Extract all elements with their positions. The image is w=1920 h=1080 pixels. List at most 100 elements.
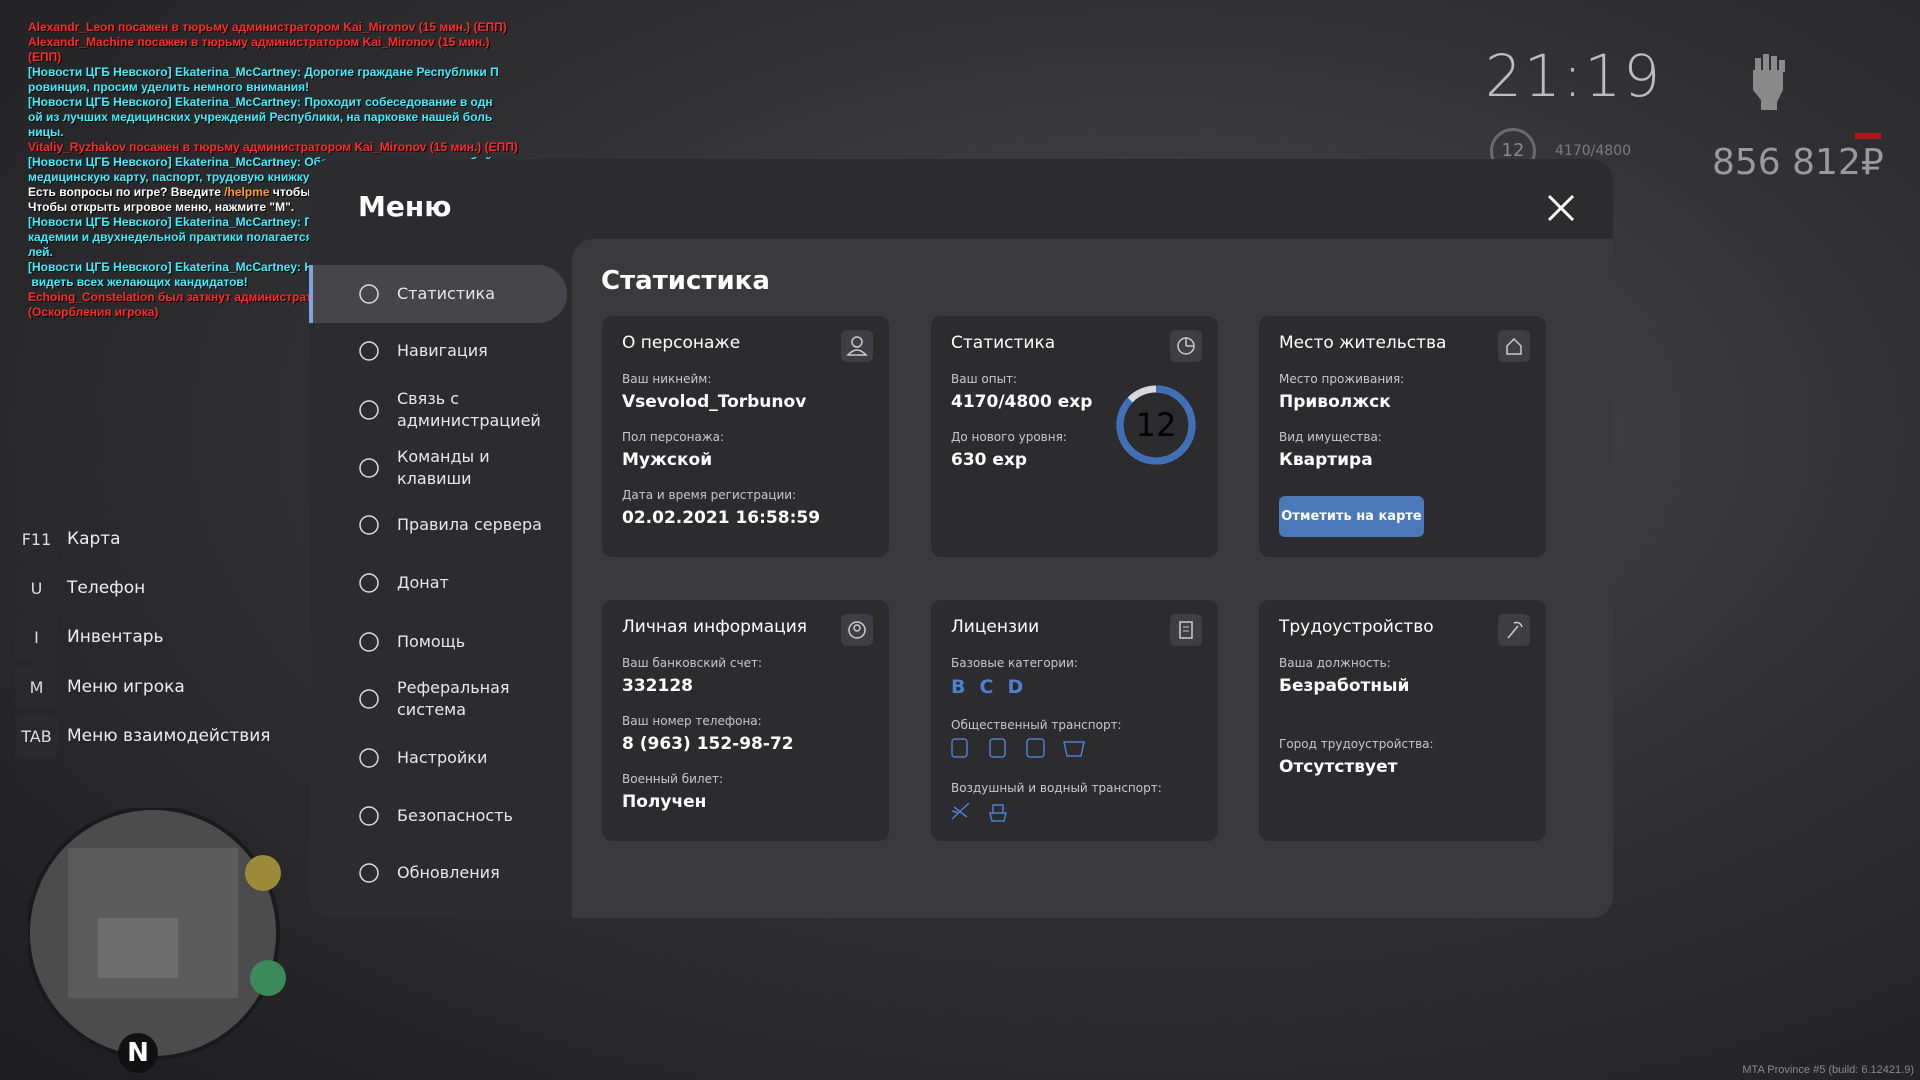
label: Военный билет: xyxy=(622,772,724,786)
level-ring: 12 xyxy=(1116,385,1196,465)
chat-line: [Новости ЦГБ Невского] Ekaterina_McCartn… xyxy=(28,65,518,80)
chat-text: ровинция, просим уделить немного внимани… xyxy=(28,80,310,94)
fist-icon xyxy=(1753,54,1785,110)
menu-label: Связь с администрацией xyxy=(397,389,541,430)
hotkey[interactable]: M Меню игрока xyxy=(15,665,185,709)
chat-text: (Оскорбления игрока) xyxy=(28,305,159,319)
chat-text: [Новости ЦГБ Невского] Ekaterina_McCartn… xyxy=(28,95,493,109)
menu-item[interactable]: Донат xyxy=(309,561,563,605)
menu-icon xyxy=(359,689,379,709)
menu-item[interactable]: Правила сервера xyxy=(309,503,563,547)
label: Ваш банковский счет: xyxy=(622,656,763,670)
chat-line: [Новости ЦГБ Невского] Ekaterina_McCartn… xyxy=(28,95,518,110)
value: Приволжск xyxy=(1279,392,1391,412)
menu-label: Навигация xyxy=(397,341,488,360)
chat-line: Vitaliy_Ryzhakov посажен в тюрьму админи… xyxy=(28,140,518,155)
menu-item[interactable]: Команды и клавиши xyxy=(309,446,563,490)
menu-label: Правила сервера xyxy=(397,515,542,534)
card: Статистика Ваш опыт: 4170/4800 exp До но… xyxy=(931,316,1218,557)
chat-text: ницы. xyxy=(28,125,64,139)
label: До нового уровня: xyxy=(951,430,1067,444)
value: 8 (963) 152-98-72 xyxy=(622,734,794,754)
value: Безработный xyxy=(1279,676,1410,696)
hotkey[interactable]: TAB Меню взаимодействия xyxy=(15,714,271,758)
menu-label: Обновления xyxy=(397,863,500,882)
map-button[interactable]: Отметить на карте xyxy=(1279,496,1424,537)
label: Базовые категории: xyxy=(951,656,1078,670)
menu-icon xyxy=(359,573,379,593)
icon xyxy=(1170,330,1202,362)
chat-text: Чтобы открыть игровое меню, нажмите "М". xyxy=(28,200,295,214)
chat-text: Vitaliy_Ryzhakov посажен в тюрьму админи… xyxy=(28,140,518,154)
value: Квартира xyxy=(1279,450,1373,470)
menu-item[interactable]: Навигация xyxy=(309,329,563,373)
chat-line: ницы. xyxy=(28,125,518,140)
card-title: Трудоустройство xyxy=(1279,617,1434,637)
menu-item[interactable]: Связь с администрацией xyxy=(309,388,563,432)
value: Отсутствует xyxy=(1279,757,1398,777)
menu-icon xyxy=(359,806,379,826)
card: О персонаже Ваш никнейм: Vsevolod_Torbun… xyxy=(602,316,889,557)
value: Получен xyxy=(622,792,707,812)
label: Город трудоустройства: xyxy=(1279,737,1434,751)
minimap: N xyxy=(28,808,286,1073)
menu-icon xyxy=(359,863,379,883)
level: 12 xyxy=(1136,406,1177,444)
label: Воздушный и водный транспорт: xyxy=(951,781,1162,795)
card: Личная информация Ваш банковский счет: 3… xyxy=(602,600,889,841)
label: Ваш никнейм: xyxy=(622,372,712,386)
menu-icon xyxy=(359,748,379,768)
hotkey-label: Меню игрока xyxy=(67,677,185,697)
menu-item[interactable]: Безопасность xyxy=(309,794,563,838)
menu-item[interactable]: Статистика xyxy=(309,265,567,323)
menu-title: Меню xyxy=(358,190,452,223)
label: Ваша должность: xyxy=(1279,656,1391,670)
chat-line: лей. xyxy=(28,245,518,260)
icon xyxy=(841,614,873,646)
menu-item[interactable]: Обновления xyxy=(309,851,563,895)
label: Дата и время регистрации: xyxy=(622,488,797,502)
label: Пол персонажа: xyxy=(622,430,725,444)
hotkey-key: U xyxy=(15,566,58,610)
label: Общественный транспорт: xyxy=(951,718,1122,732)
menu-icon xyxy=(359,515,379,535)
value: 332128 xyxy=(622,676,693,696)
chat-text: Alexandr_Machine посажен в тюрьму админи… xyxy=(28,35,490,49)
hotkey[interactable]: U Телефон xyxy=(15,566,145,610)
menu-item[interactable]: Настройки xyxy=(309,736,563,780)
chat-line: Alexandr_Machine посажен в тюрьму админи… xyxy=(28,35,518,50)
chat-text: (ЕПП) xyxy=(28,50,62,64)
hotkey[interactable]: I Инвентарь xyxy=(15,615,164,659)
chat-line: (ЕПП) xyxy=(28,50,518,65)
card-title: Место жительства xyxy=(1279,333,1447,353)
card-title: Личная информация xyxy=(622,617,808,637)
icon xyxy=(1498,614,1530,646)
close-button[interactable] xyxy=(1543,190,1579,226)
hotkey[interactable]: F11 Карта xyxy=(15,517,121,561)
hud-exp: 4170/4800 xyxy=(1555,143,1631,159)
value: 630 exp xyxy=(951,450,1028,470)
label: Вид имущества: xyxy=(1279,430,1382,444)
chat-line: Чтобы открыть игровое меню, нажмите "М". xyxy=(28,200,518,215)
clock: 21:19 xyxy=(1485,42,1663,110)
menu-label: Безопасность xyxy=(397,806,513,825)
value: Vsevolod_Torbunov xyxy=(622,392,807,412)
menu-icon xyxy=(359,284,379,304)
hotkey-label: Меню взаимодействия xyxy=(67,726,271,746)
menu-item[interactable]: Реферальная система xyxy=(309,677,563,721)
menu-icon xyxy=(359,400,379,420)
chat-text: Есть вопросы по игре? Введите xyxy=(28,185,225,199)
label: Место проживания: xyxy=(1279,372,1405,386)
menu-label: Команды и клавиши xyxy=(397,447,490,488)
transport-icons xyxy=(951,738,1085,758)
icon xyxy=(841,330,873,362)
menu-item[interactable]: Помощь xyxy=(309,620,563,664)
card-title: Лицензии xyxy=(951,617,1040,637)
chat-text: лей. xyxy=(28,245,53,259)
chat-line: видеть всех желающих кандидатов! xyxy=(28,275,518,290)
hotkey-key: M xyxy=(15,665,58,709)
money: 856 812₽ xyxy=(1712,142,1884,183)
hotkey-key: F11 xyxy=(15,517,58,561)
